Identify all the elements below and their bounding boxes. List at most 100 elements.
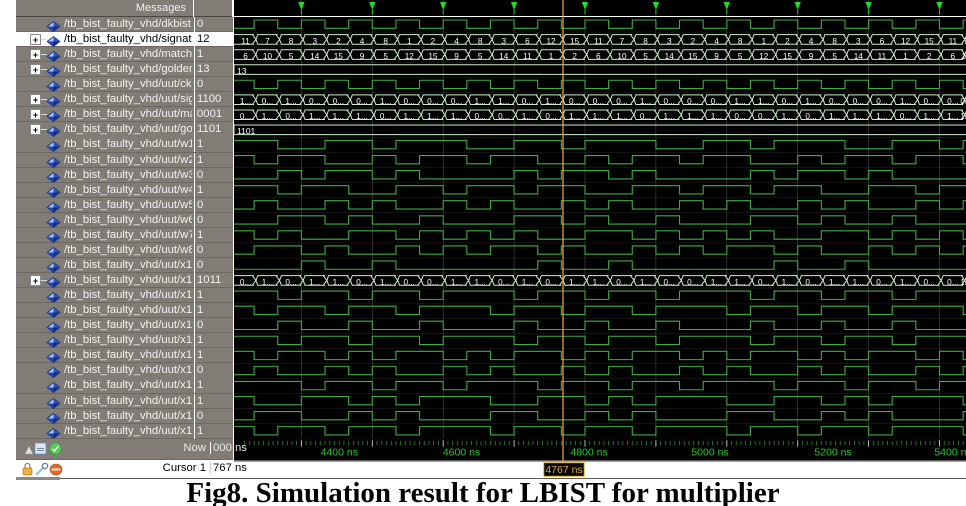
svg-text:15: 15 <box>688 52 698 61</box>
svg-text:0...: 0... <box>829 97 840 106</box>
svg-text:14: 14 <box>665 52 675 61</box>
svg-text:4400 ns: 4400 ns <box>321 447 358 459</box>
svg-text:1...: 1... <box>522 278 533 287</box>
svg-text:12: 12 <box>405 52 415 61</box>
svg-text:1...: 1... <box>960 112 966 121</box>
svg-text:9: 9 <box>360 52 365 61</box>
svg-text:1...: 1... <box>498 97 509 106</box>
svg-text:0...: 0... <box>960 97 966 106</box>
svg-text:0...: 0... <box>616 278 627 287</box>
svg-text:0...: 0... <box>240 278 251 287</box>
svg-text:6: 6 <box>243 52 248 61</box>
svg-text:1...: 1... <box>853 278 864 287</box>
svg-text:6: 6 <box>525 37 530 46</box>
svg-text:0...: 0... <box>569 97 580 106</box>
svg-text:14: 14 <box>854 52 864 61</box>
svg-text:10: 10 <box>263 52 273 61</box>
svg-text:7: 7 <box>265 37 270 46</box>
svg-text:3: 3 <box>667 37 672 46</box>
svg-text:0...: 0... <box>664 278 675 287</box>
svg-text:3: 3 <box>312 37 317 46</box>
svg-text:0...: 0... <box>687 97 698 106</box>
svg-text:1...: 1... <box>451 112 462 121</box>
svg-text:0...: 0... <box>805 278 816 287</box>
svg-text:0...: 0... <box>640 112 651 121</box>
svg-text:0...: 0... <box>853 97 864 106</box>
svg-text:1...: 1... <box>900 97 911 106</box>
svg-text:0...: 0... <box>333 97 344 106</box>
svg-text:5: 5 <box>832 52 837 61</box>
svg-text:0...: 0... <box>734 112 745 121</box>
svg-text:1...: 1... <box>711 112 722 121</box>
svg-text:1...: 1... <box>782 278 793 287</box>
svg-text:1: 1 <box>407 37 412 46</box>
svg-text:1...: 1... <box>474 97 485 106</box>
svg-text:1...: 1... <box>427 112 438 121</box>
svg-text:0...: 0... <box>498 112 509 121</box>
svg-text:5: 5 <box>289 52 294 61</box>
svg-text:4: 4 <box>454 37 459 46</box>
svg-text:2: 2 <box>431 37 436 46</box>
svg-text:1...: 1... <box>356 112 367 121</box>
svg-text:0...: 0... <box>593 97 604 106</box>
svg-text:11: 11 <box>878 52 887 61</box>
svg-text:1...: 1... <box>734 278 745 287</box>
svg-text:1...: 1... <box>960 278 966 287</box>
svg-text:0...: 0... <box>876 278 887 287</box>
svg-text:1...: 1... <box>711 278 722 287</box>
svg-text:1: 1 <box>903 52 908 61</box>
svg-text:3: 3 <box>856 37 861 46</box>
svg-text:0...: 0... <box>498 278 509 287</box>
svg-text:1...: 1... <box>640 97 651 106</box>
svg-text:9: 9 <box>454 52 459 61</box>
svg-text:0...: 0... <box>427 97 438 106</box>
svg-text:1...: 1... <box>900 278 911 287</box>
svg-text:1...: 1... <box>593 278 604 287</box>
svg-text:8: 8 <box>383 37 388 46</box>
svg-text:1...: 1... <box>593 112 604 121</box>
svg-text:14: 14 <box>499 52 509 61</box>
svg-text:0...: 0... <box>782 97 793 106</box>
svg-text:1: 1 <box>549 52 554 61</box>
svg-text:0...: 0... <box>711 97 722 106</box>
svg-text:0...: 0... <box>404 97 415 106</box>
svg-text:6: 6 <box>951 52 956 61</box>
svg-text:2: 2 <box>572 52 577 61</box>
svg-text:0...: 0... <box>309 97 320 106</box>
svg-text:2: 2 <box>785 37 790 46</box>
svg-text:5000 ns: 5000 ns <box>691 447 728 459</box>
svg-text:1...: 1... <box>522 112 533 121</box>
svg-text:13: 13 <box>237 66 247 76</box>
svg-text:10: 10 <box>962 52 966 61</box>
svg-text:1101: 1101 <box>237 126 256 136</box>
svg-text:15: 15 <box>334 52 344 61</box>
svg-text:7: 7 <box>620 37 625 46</box>
svg-text:0...: 0... <box>947 278 958 287</box>
svg-text:1...: 1... <box>853 112 864 121</box>
svg-text:0...: 0... <box>427 278 438 287</box>
svg-text:0...: 0... <box>451 97 462 106</box>
svg-text:1...: 1... <box>451 278 462 287</box>
svg-text:10: 10 <box>617 52 627 61</box>
svg-text:1...: 1... <box>829 112 840 121</box>
svg-text:0...: 0... <box>404 278 415 287</box>
svg-text:0...: 0... <box>923 97 934 106</box>
svg-text:1...: 1... <box>545 97 556 106</box>
svg-text:11: 11 <box>949 37 958 46</box>
svg-text:5: 5 <box>738 52 743 61</box>
svg-text:1...: 1... <box>380 97 391 106</box>
svg-text:2: 2 <box>336 37 341 46</box>
svg-text:9: 9 <box>809 52 814 61</box>
svg-text:0...: 0... <box>805 112 816 121</box>
svg-text:15: 15 <box>783 52 793 61</box>
svg-text:1...: 1... <box>569 112 580 121</box>
svg-text:11: 11 <box>241 37 250 46</box>
svg-text:1...: 1... <box>687 112 698 121</box>
svg-text:0...: 0... <box>474 112 485 121</box>
svg-text:8: 8 <box>643 37 648 46</box>
svg-text:9: 9 <box>714 52 719 61</box>
svg-text:0...: 0... <box>285 112 296 121</box>
svg-text:1...: 1... <box>262 112 273 121</box>
svg-text:4: 4 <box>714 37 719 46</box>
svg-text:6: 6 <box>880 37 885 46</box>
